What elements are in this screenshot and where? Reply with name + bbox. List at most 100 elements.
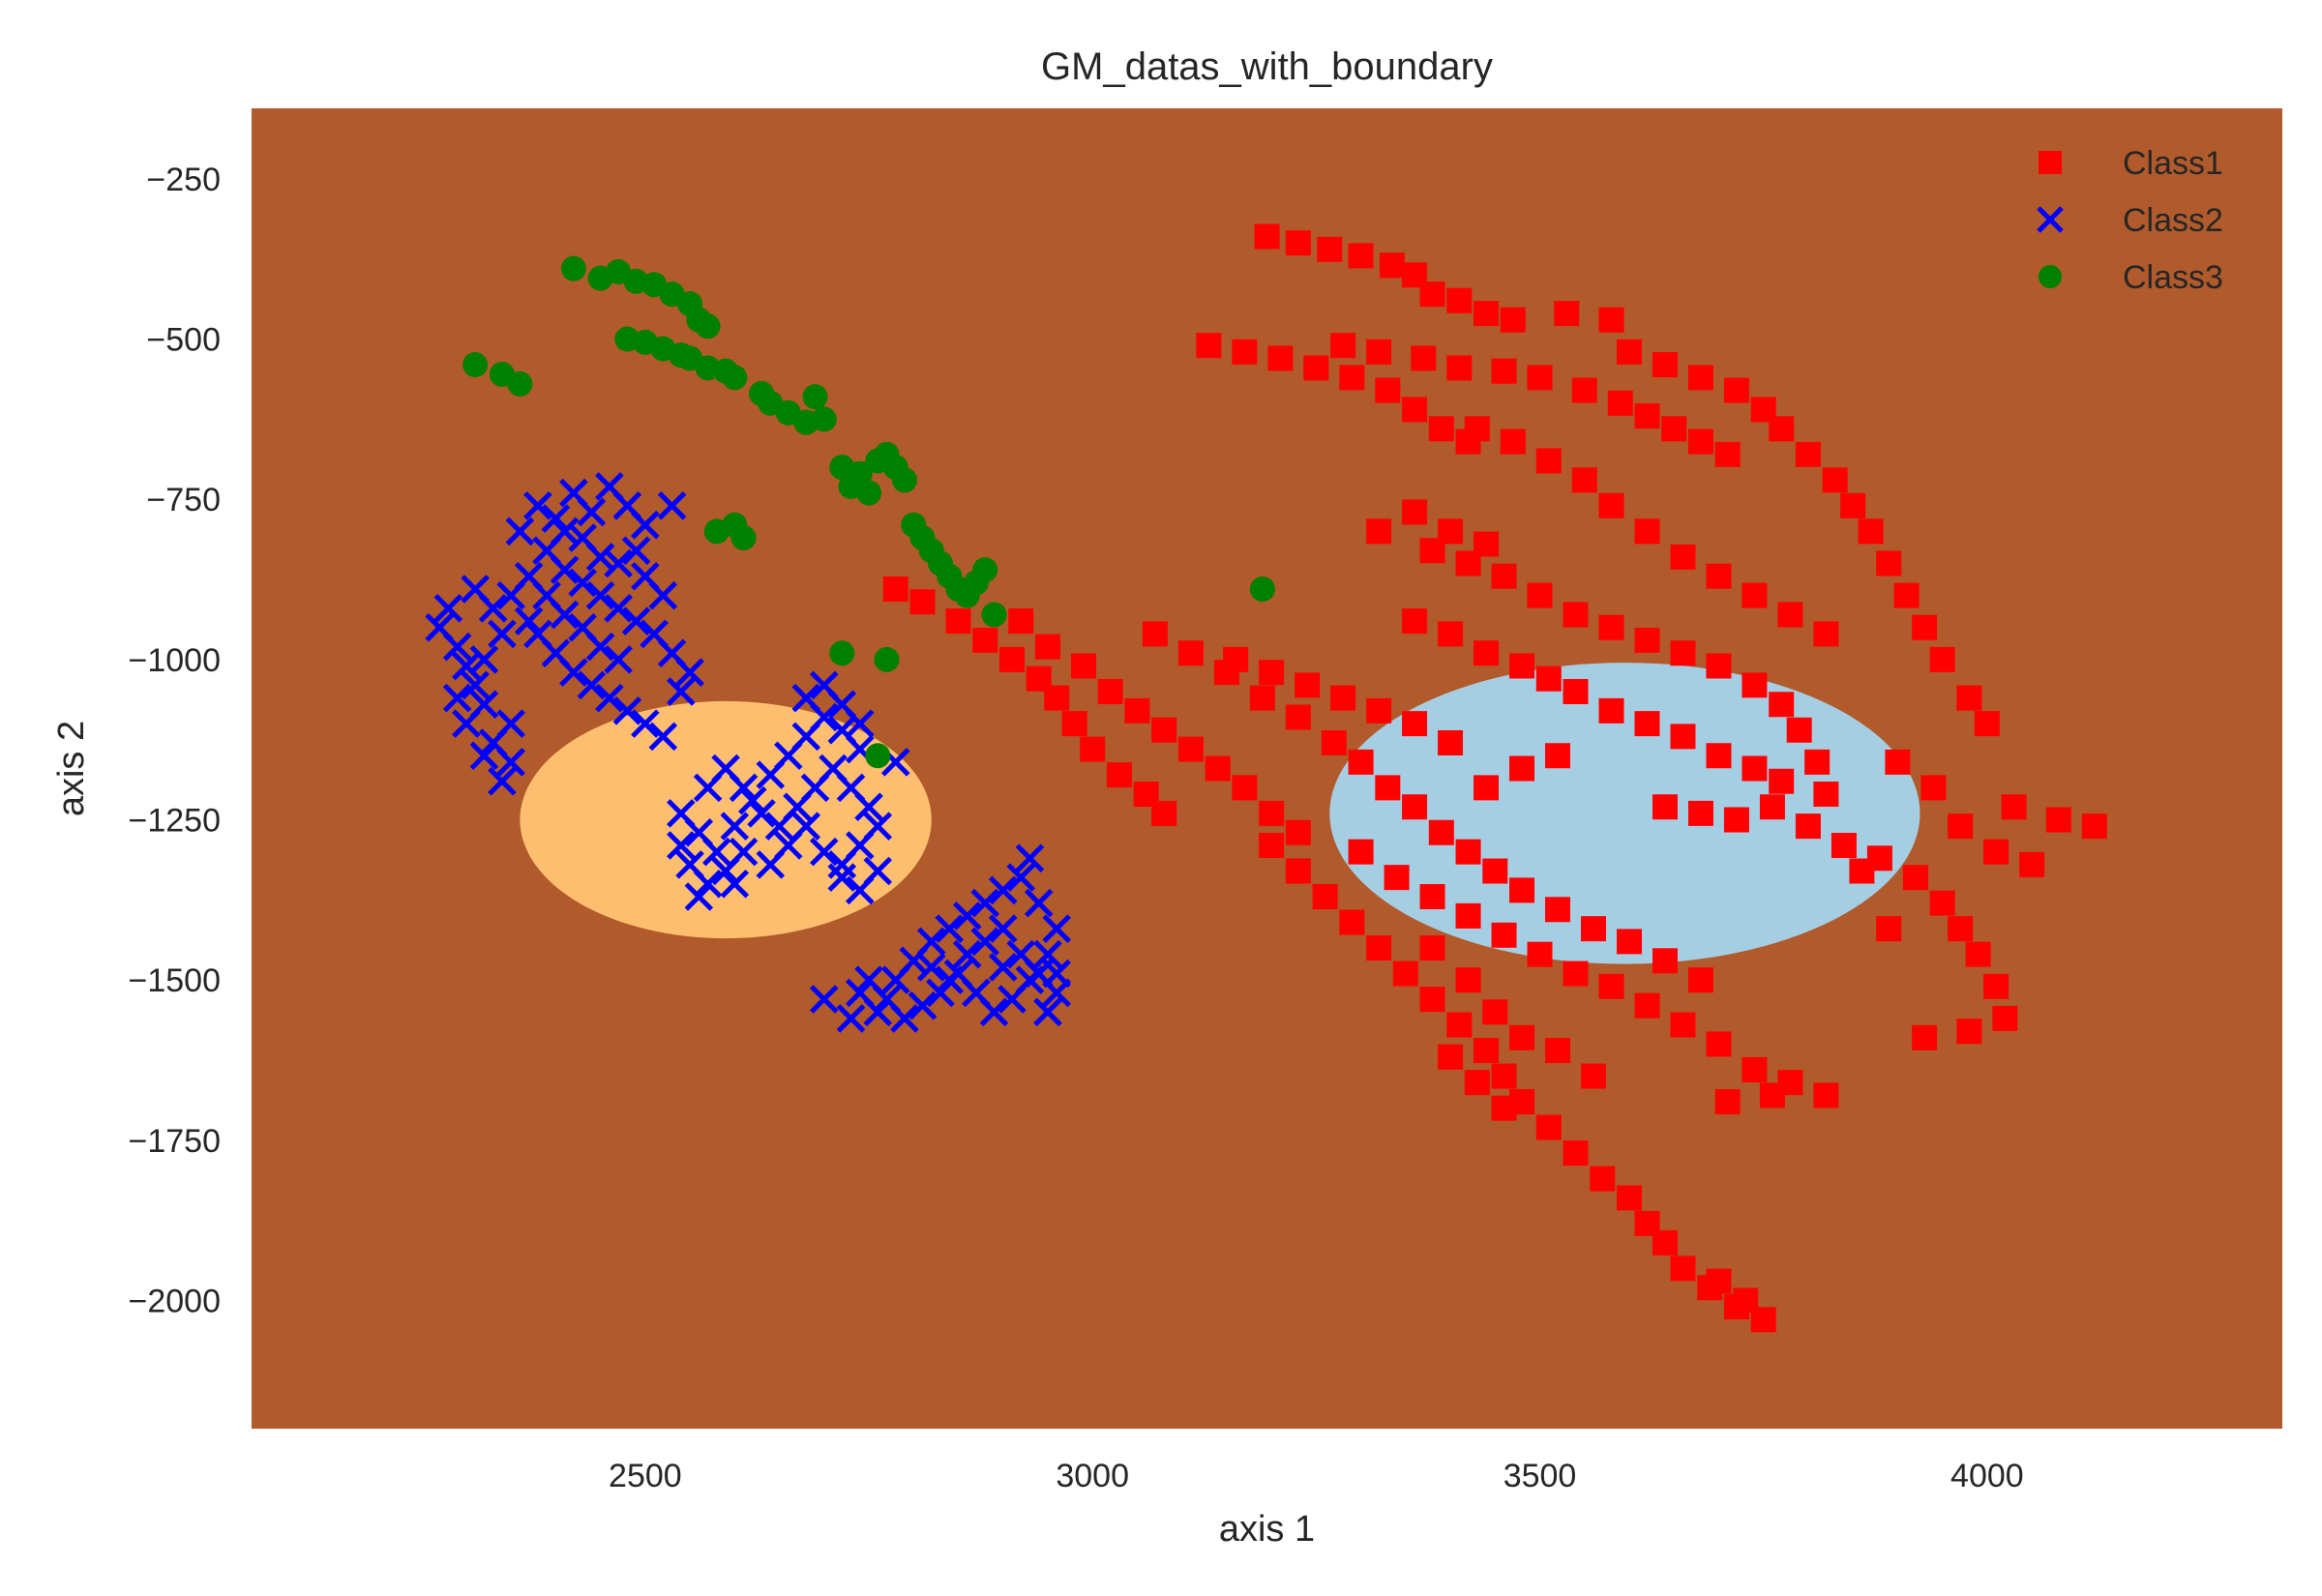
legend-item-class3: Class3: [2039, 259, 2223, 296]
class3-point: [829, 640, 855, 666]
class1-point: [1876, 550, 1902, 576]
class2-point: [648, 722, 678, 752]
class1-point: [1652, 948, 1678, 974]
class2-point: [997, 985, 1027, 1014]
class1-point: [1249, 685, 1275, 711]
y-tick-label: −750: [146, 482, 221, 518]
class2-point: [488, 766, 517, 796]
class2-point: [729, 837, 759, 867]
class1-point: [1008, 608, 1034, 635]
class3-point: [462, 352, 489, 378]
class1-point: [1535, 448, 1562, 474]
class1-point: [1607, 390, 1633, 416]
class1-point: [1348, 839, 1374, 865]
class1-point: [1885, 749, 1911, 775]
class1-point: [1428, 819, 1454, 845]
class2-point: [568, 523, 597, 552]
class2-point: [631, 510, 660, 540]
class1-point: [1142, 621, 1168, 647]
class1-point: [1419, 987, 1445, 1013]
class3-point: [811, 406, 837, 432]
class1-point: [1742, 755, 1768, 782]
class1-point: [1438, 621, 1464, 647]
class1-point: [1545, 1038, 1571, 1064]
class2-point: [604, 548, 633, 578]
class3-point: [981, 602, 1007, 628]
legend: Class1 Class2 Class3: [2037, 145, 2223, 296]
class1-point: [1259, 833, 1285, 859]
class1-point: [1348, 243, 1374, 269]
class2-point: [514, 606, 544, 635]
class1-point: [1706, 1031, 1732, 1057]
class3-point: [722, 365, 748, 391]
class1-point: [1419, 884, 1445, 910]
class1-point: [1581, 916, 1607, 942]
class2-point: [756, 850, 786, 879]
class2-point: [684, 882, 714, 911]
class1-point: [1474, 775, 1500, 801]
class1-point: [1759, 1082, 1785, 1108]
class1-point: [1366, 339, 1392, 365]
class1-point: [1474, 531, 1500, 557]
y-tick-label: −1250: [129, 803, 222, 840]
class1-point: [1527, 941, 1553, 967]
class2-point: [1024, 888, 1054, 918]
class2-point: [970, 888, 999, 918]
class1-point: [1706, 1268, 1732, 1294]
class1-point: [1034, 634, 1060, 660]
class1-point: [1509, 877, 1535, 903]
class1-point: [2045, 807, 2071, 833]
class2-point: [621, 536, 651, 565]
class2-point: [541, 504, 571, 533]
class1-point: [2019, 851, 2045, 877]
class2-point: [1015, 843, 1045, 873]
class1-point: [1687, 800, 1713, 826]
class1-point: [1259, 660, 1285, 686]
class1-point: [1402, 794, 1428, 820]
class1-point: [1491, 922, 1517, 948]
class2-point: [720, 812, 750, 841]
class2-point: [810, 837, 839, 867]
class2-point: [452, 709, 481, 738]
class1-point: [1509, 755, 1535, 782]
class1-point: [1983, 839, 2009, 865]
class1-point: [1670, 640, 1696, 666]
legend-item-class2: Class2: [2037, 202, 2223, 239]
class1-point: [1464, 1070, 1490, 1096]
y-tick-label: −2000: [129, 1283, 222, 1319]
class1-point: [1598, 307, 1624, 333]
class1-point: [1205, 755, 1231, 782]
class1-point: [1232, 339, 1258, 365]
class2-point: [1033, 939, 1062, 969]
class2-point: [469, 741, 499, 771]
class1-point: [1742, 1056, 1768, 1082]
class1-point: [1402, 711, 1428, 737]
class2-point: [1042, 959, 1071, 989]
class1-point: [1438, 1044, 1464, 1070]
class2-point: [988, 875, 1018, 905]
class1-point: [1254, 223, 1280, 250]
class2-point: [478, 594, 508, 623]
class1-point: [1714, 1089, 1741, 1115]
class2-point: [640, 619, 669, 649]
class1-point: [1563, 602, 1589, 628]
class1-point: [1652, 1229, 1678, 1256]
class1-point: [1769, 692, 1795, 718]
class3-point: [1249, 576, 1275, 602]
class1-point: [1687, 365, 1713, 391]
legend-label-class3: Class3: [2123, 259, 2223, 296]
class3-point: [856, 480, 882, 506]
class1-point: [1849, 858, 1875, 884]
class1-point: [1379, 252, 1405, 279]
decision-region-class1: [1329, 663, 1920, 964]
legend-marker-class3: [2039, 265, 2062, 288]
class1-point: [1598, 973, 1624, 999]
class1-point: [1902, 865, 1928, 891]
class1-point: [1384, 865, 1410, 891]
class2-point: [970, 927, 999, 957]
x-tick-label: 3000: [1056, 1458, 1129, 1494]
class1-point: [1177, 736, 1204, 762]
class1-point: [1438, 518, 1464, 545]
class1-point: [1706, 743, 1732, 769]
class1-point: [1285, 704, 1311, 730]
